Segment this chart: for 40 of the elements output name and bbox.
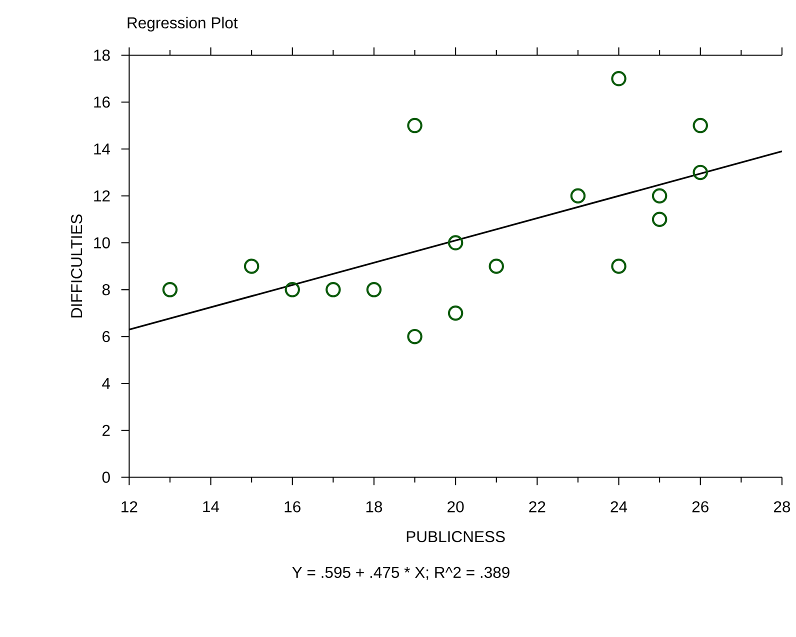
point	[448, 306, 464, 321]
y-tick-label: 8	[102, 284, 110, 296]
x-tick-label: 18	[366, 501, 382, 512]
y-tick-label: 0	[102, 472, 110, 483]
x-tick-label: 20	[448, 501, 464, 512]
y-tick-label: 10	[94, 237, 110, 248]
point	[162, 282, 178, 298]
point	[692, 164, 708, 180]
y-tick-label: 18	[94, 50, 110, 61]
chart-title: Regression Plot	[128, 16, 238, 32]
point	[570, 188, 586, 204]
x-tick-label: 12	[122, 501, 138, 512]
y-tick-label: 2	[102, 424, 110, 436]
y-tick-label: 6	[102, 330, 110, 342]
point	[407, 118, 422, 134]
point	[692, 118, 708, 134]
y-tick-label: 14	[94, 144, 110, 154]
y-tick-label: 4	[102, 378, 110, 389]
x-tick-label: 26	[692, 501, 708, 512]
y-axis-title: DIFFICULTIES	[71, 214, 82, 318]
x-tick-label: 28	[774, 501, 790, 512]
text: Y = .595 + .475 * X; R^2 = .389	[292, 566, 510, 580]
point	[448, 235, 464, 250]
y-tick-label: 16	[94, 96, 110, 108]
x-tick-label: 22	[529, 501, 546, 512]
point	[284, 282, 300, 298]
point	[407, 328, 422, 344]
y-tick-label: 12	[94, 190, 110, 202]
point	[488, 258, 504, 274]
point	[611, 258, 626, 274]
x-axis-title: PUBLICNESS	[406, 531, 505, 542]
x-tick-label: 14	[203, 501, 220, 512]
x-tick-label: 16	[284, 501, 300, 512]
point	[244, 258, 260, 274]
point	[611, 71, 626, 86]
point	[366, 282, 382, 298]
x-tick-label: 24	[610, 501, 628, 512]
point	[326, 282, 341, 298]
point	[652, 212, 668, 227]
point	[652, 188, 668, 204]
